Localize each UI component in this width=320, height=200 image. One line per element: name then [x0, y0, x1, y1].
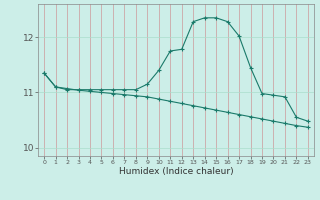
X-axis label: Humidex (Indice chaleur): Humidex (Indice chaleur)	[119, 167, 233, 176]
